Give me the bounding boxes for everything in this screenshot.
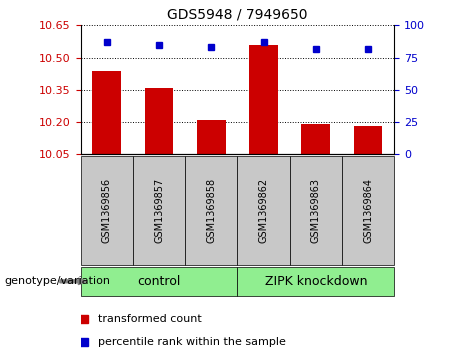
- Text: GSM1369856: GSM1369856: [102, 178, 112, 243]
- Bar: [92, 70, 121, 154]
- Text: GSM1369858: GSM1369858: [206, 178, 216, 243]
- Bar: [81, 267, 237, 296]
- Title: GDS5948 / 7949650: GDS5948 / 7949650: [167, 8, 307, 21]
- Bar: [81, 156, 133, 265]
- Bar: [185, 156, 237, 265]
- Bar: [237, 156, 290, 265]
- Text: GSM1369864: GSM1369864: [363, 178, 373, 243]
- Bar: [290, 156, 342, 265]
- Text: percentile rank within the sample: percentile rank within the sample: [98, 337, 286, 347]
- Text: transformed count: transformed count: [98, 314, 201, 324]
- Bar: [342, 156, 394, 265]
- Text: GSM1369857: GSM1369857: [154, 178, 164, 243]
- Bar: [354, 126, 382, 154]
- Text: GSM1369862: GSM1369862: [259, 178, 269, 243]
- Bar: [133, 156, 185, 265]
- Bar: [249, 45, 278, 154]
- Text: GSM1369863: GSM1369863: [311, 178, 321, 243]
- Bar: [197, 120, 226, 154]
- Text: ZIPK knockdown: ZIPK knockdown: [265, 275, 367, 288]
- Bar: [145, 88, 173, 154]
- Text: genotype/variation: genotype/variation: [5, 276, 111, 286]
- Bar: [237, 267, 394, 296]
- Text: control: control: [137, 275, 181, 288]
- Bar: [301, 124, 330, 154]
